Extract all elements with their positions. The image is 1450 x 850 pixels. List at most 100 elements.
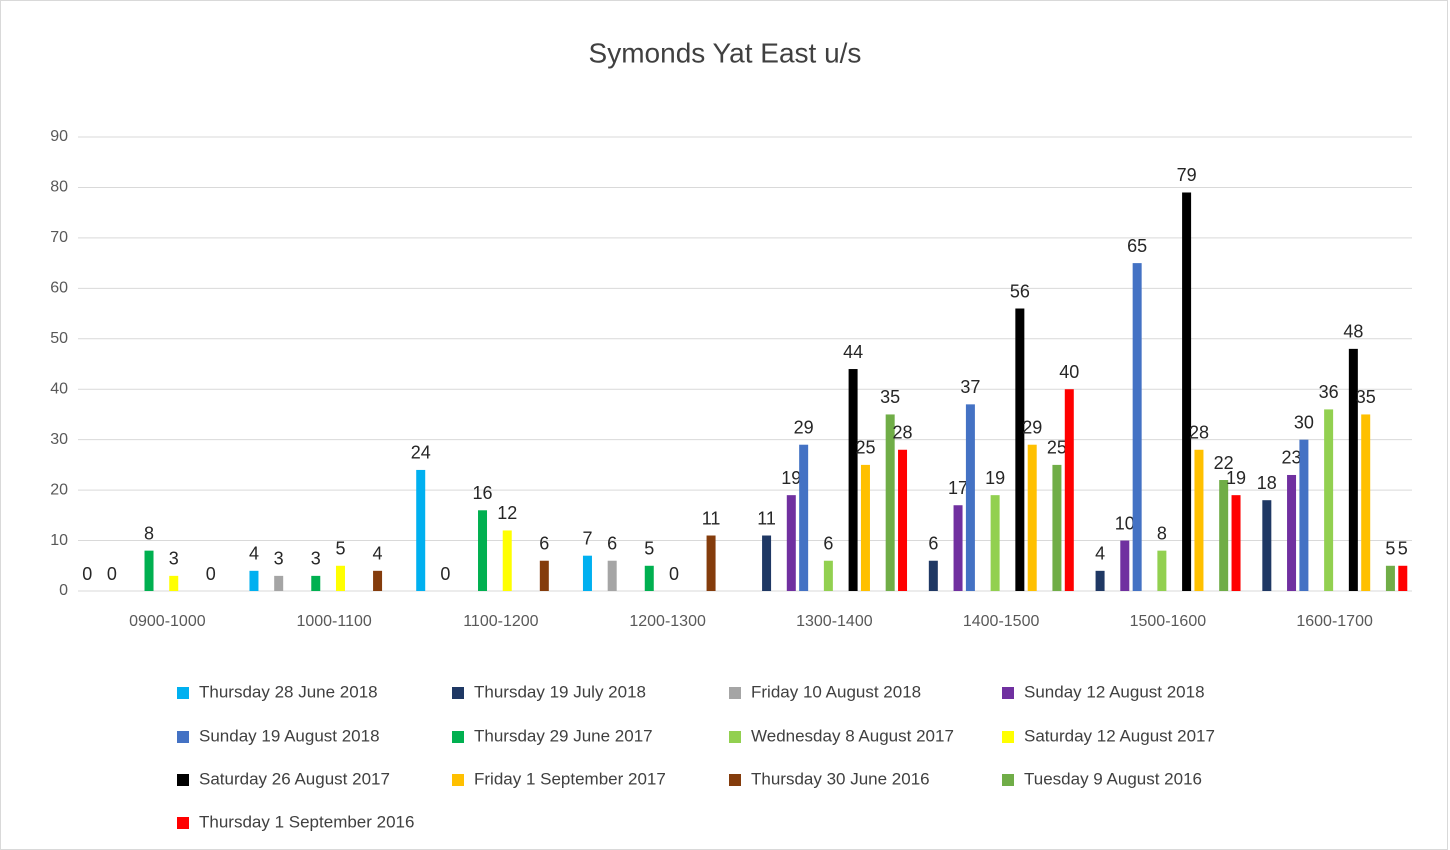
data-label: 6	[607, 533, 617, 553]
bar	[1015, 308, 1025, 591]
data-label: 16	[472, 483, 492, 503]
legend-label: Wednesday 8 August 2017	[751, 726, 954, 745]
data-label: 5	[1398, 539, 1408, 559]
bar	[1194, 449, 1204, 591]
x-tick-label: 1000-1100	[296, 613, 371, 630]
data-label: 5	[1385, 539, 1395, 559]
x-tick-label: 1600-1700	[1296, 613, 1373, 630]
bar	[860, 464, 870, 591]
y-tick-label: 60	[50, 280, 68, 297]
data-label: 5	[335, 539, 345, 559]
data-label: 3	[311, 549, 321, 569]
bar	[416, 469, 426, 591]
bar	[502, 530, 512, 591]
bar	[848, 369, 858, 591]
legend-label: Sunday 19 August 2018	[199, 726, 380, 745]
bar	[1132, 263, 1142, 591]
bar	[1361, 414, 1371, 591]
legend-swatch	[729, 687, 741, 699]
legend-swatch	[177, 817, 189, 829]
bar	[1219, 480, 1229, 591]
data-label: 8	[144, 523, 154, 543]
data-label: 25	[1047, 438, 1067, 458]
bar	[144, 550, 154, 591]
legend-swatch	[1002, 774, 1014, 786]
bar	[1262, 500, 1272, 591]
legend-label: Friday 10 August 2018	[751, 682, 921, 701]
legend-swatch	[452, 687, 464, 699]
legend-swatch	[177, 774, 189, 786]
bar	[1120, 540, 1130, 591]
data-label: 65	[1127, 236, 1147, 256]
legend-label: Thursday 1 September 2016	[199, 812, 414, 831]
bar	[1287, 474, 1297, 591]
bar	[1157, 550, 1167, 591]
data-label: 18	[1257, 473, 1277, 493]
data-label: 25	[855, 438, 875, 458]
y-tick-label: 80	[50, 179, 68, 196]
bar	[1052, 464, 1062, 591]
legend-swatch	[177, 687, 189, 699]
x-tick-label: 1100-1200	[463, 613, 538, 630]
bar	[539, 560, 549, 591]
legend-swatch	[452, 731, 464, 743]
bar	[1182, 192, 1192, 591]
data-label: 8	[1157, 523, 1167, 543]
bar	[953, 505, 963, 591]
legend-swatch	[729, 731, 741, 743]
x-tick-label: 0900-1000	[129, 613, 206, 630]
bar	[799, 444, 809, 591]
data-label: 0	[440, 564, 450, 584]
data-label: 3	[169, 549, 179, 569]
bar	[706, 535, 716, 591]
bar	[1385, 565, 1395, 591]
x-tick-label: 1200-1300	[629, 613, 706, 630]
bar	[1064, 389, 1074, 591]
bar	[311, 575, 321, 591]
bar	[1027, 444, 1037, 591]
data-label: 6	[539, 533, 549, 553]
legend-label: Saturday 12 August 2017	[1024, 726, 1215, 745]
data-label: 79	[1177, 165, 1197, 185]
legend-label: Sunday 12 August 2018	[1024, 682, 1205, 701]
y-tick-label: 90	[50, 128, 68, 145]
bar	[169, 575, 179, 591]
legend-swatch	[1002, 687, 1014, 699]
y-tick-label: 40	[50, 380, 68, 397]
bar	[823, 560, 833, 591]
bar	[885, 414, 895, 591]
y-tick-label: 30	[50, 431, 68, 448]
bar	[1095, 570, 1105, 591]
bar	[644, 565, 654, 591]
bar	[762, 535, 772, 591]
data-label: 17	[948, 478, 968, 498]
bar	[965, 404, 975, 591]
bar	[249, 570, 259, 591]
data-label: 48	[1343, 322, 1363, 342]
bar	[373, 570, 383, 591]
data-label: 4	[1095, 544, 1105, 564]
y-tick-label: 20	[50, 481, 68, 498]
data-label: 37	[960, 377, 980, 397]
y-tick-label: 10	[50, 532, 68, 549]
legend-swatch	[729, 774, 741, 786]
data-label: 29	[1022, 417, 1042, 437]
bar	[1231, 495, 1241, 591]
legend-swatch	[452, 774, 464, 786]
legend-label: Tuesday 9 August 2016	[1024, 769, 1202, 788]
data-label: 7	[582, 528, 592, 548]
bar	[582, 555, 592, 591]
data-label: 56	[1010, 281, 1030, 301]
data-label: 0	[206, 564, 216, 584]
data-label: 19	[1226, 468, 1246, 488]
data-label: 0	[107, 564, 117, 584]
data-label: 35	[880, 387, 900, 407]
data-label: 10	[1115, 513, 1135, 533]
bar	[990, 495, 1000, 591]
y-tick-label: 50	[50, 330, 68, 347]
bar	[607, 560, 617, 591]
bar	[274, 575, 284, 591]
x-tick-label: 1400-1500	[963, 613, 1040, 630]
